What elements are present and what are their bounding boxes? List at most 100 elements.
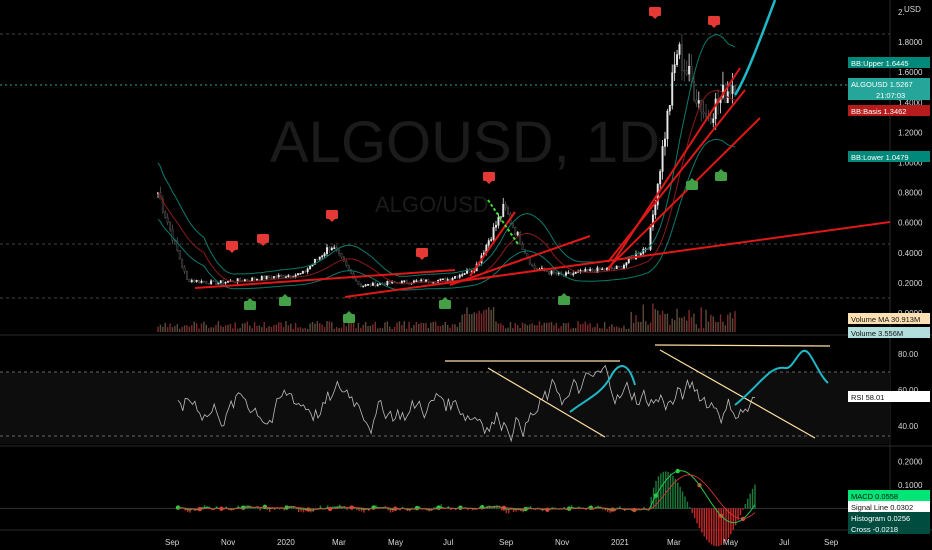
- macd-histogram-bar: [628, 508, 631, 510]
- price-tick-label: 0.6000: [898, 219, 923, 228]
- candle-body: [198, 279, 201, 283]
- macd-histogram-bar: [705, 508, 708, 540]
- volume-bar: [459, 322, 461, 332]
- volume-bar: [164, 322, 166, 332]
- x-tick-label: Sep: [165, 538, 180, 547]
- volume-bar: [432, 321, 434, 332]
- volume-bar: [304, 327, 306, 332]
- candle-body: [277, 274, 280, 278]
- volume-bar: [676, 308, 678, 332]
- sell-signal-marker: [257, 234, 269, 243]
- bb-basis-line: [157, 89, 736, 285]
- macd-group: [0, 468, 890, 547]
- volume-bar: [292, 328, 294, 332]
- volume-bar: [702, 327, 705, 332]
- macd-histogram-bar: [358, 508, 360, 511]
- candle-body: [574, 272, 577, 274]
- volume-bar: [386, 321, 389, 332]
- value-tag-text: Histogram 0.0256: [851, 514, 910, 523]
- candle-body: [330, 247, 333, 251]
- candle-body: [601, 268, 604, 271]
- macd-tick-label: 0.2000: [898, 458, 923, 467]
- volume-bar: [475, 313, 478, 332]
- volume-bar: [642, 304, 644, 332]
- volume-bar: [166, 327, 169, 332]
- macd-histogram-bar: [360, 508, 363, 512]
- macd-histogram-bar: [271, 508, 273, 510]
- buy-signal-marker: [439, 300, 451, 309]
- bollinger-bands-group: [157, 34, 736, 291]
- macd-histogram-bar: [353, 507, 355, 509]
- candle-body: [697, 100, 700, 104]
- volume-bar: [280, 322, 282, 332]
- watermark-pair: ALGO/USD: [375, 192, 489, 217]
- volume-bar: [372, 324, 374, 332]
- volume-bar: [714, 321, 717, 332]
- candle-body: [258, 278, 261, 281]
- candle-body: [504, 204, 507, 209]
- buy-signal-pointer: [561, 293, 567, 296]
- volume-bar: [374, 321, 377, 332]
- volume-bar: [553, 325, 555, 332]
- volume-bar: [698, 328, 700, 332]
- volume-bar: [294, 322, 297, 332]
- macd-histogram-bar: [254, 508, 256, 509]
- volume-bar: [637, 321, 640, 332]
- macd-histogram-bar: [435, 506, 438, 509]
- volume-bar: [468, 314, 471, 332]
- value-tag-text: Signal Line 0.0302: [851, 503, 913, 512]
- macd-histogram-bar: [570, 504, 573, 509]
- buy-signal-marker: [558, 296, 570, 305]
- macd-histogram-bar: [529, 506, 532, 509]
- candle-body: [323, 253, 326, 257]
- candle-body: [461, 274, 464, 276]
- sell-signal-marker: [326, 210, 338, 219]
- candle-body: [721, 84, 724, 98]
- volume-bar: [509, 321, 512, 332]
- volume-bar: [700, 307, 702, 332]
- price-tick-label: 2.: [898, 8, 905, 17]
- volume-bar: [265, 327, 268, 332]
- value-tag-text: Cross -0.0218: [851, 525, 898, 534]
- candle-body: [219, 280, 222, 284]
- volume-bar: [396, 322, 398, 332]
- volume-bar: [647, 324, 649, 332]
- macd-histogram-bar: [281, 507, 283, 509]
- candle-body: [347, 265, 350, 270]
- candle-body: [661, 146, 664, 172]
- macd-histogram-bar: [302, 508, 305, 513]
- volume-bar: [169, 323, 171, 332]
- buy-signal-marker: [343, 314, 355, 323]
- buy-signal-pointer: [689, 178, 695, 181]
- volume-bar: [473, 312, 475, 332]
- volume-bar: [488, 307, 490, 332]
- price-tick-label: 1.6000: [898, 68, 923, 77]
- value-tag: [848, 523, 930, 534]
- volume-bar: [446, 325, 449, 332]
- value-tag: [848, 327, 930, 338]
- volume-bar: [492, 307, 495, 332]
- volume-bar: [234, 322, 236, 332]
- candle-body: [321, 255, 324, 258]
- volume-bar: [430, 322, 432, 332]
- volume-bar: [657, 310, 659, 332]
- candle-body: [490, 239, 493, 241]
- x-tick-label: Jul: [779, 538, 789, 547]
- volume-bar: [183, 325, 186, 332]
- volume-bar: [345, 326, 348, 332]
- candle-body: [306, 268, 309, 273]
- volume-bar: [596, 323, 599, 332]
- candle-body: [316, 258, 319, 261]
- value-tag-text: Volume MA 30.913M: [851, 315, 920, 324]
- value-tag: [848, 105, 930, 116]
- volume-bar: [461, 314, 463, 332]
- candle-body: [364, 284, 367, 287]
- candle-body: [379, 283, 382, 285]
- volume-bar: [654, 309, 657, 332]
- candle-body: [492, 227, 495, 240]
- candle-body: [497, 216, 500, 226]
- volume-bar: [319, 323, 321, 332]
- rsi-projection: [734, 349, 829, 406]
- bb-lower-line: [157, 138, 736, 291]
